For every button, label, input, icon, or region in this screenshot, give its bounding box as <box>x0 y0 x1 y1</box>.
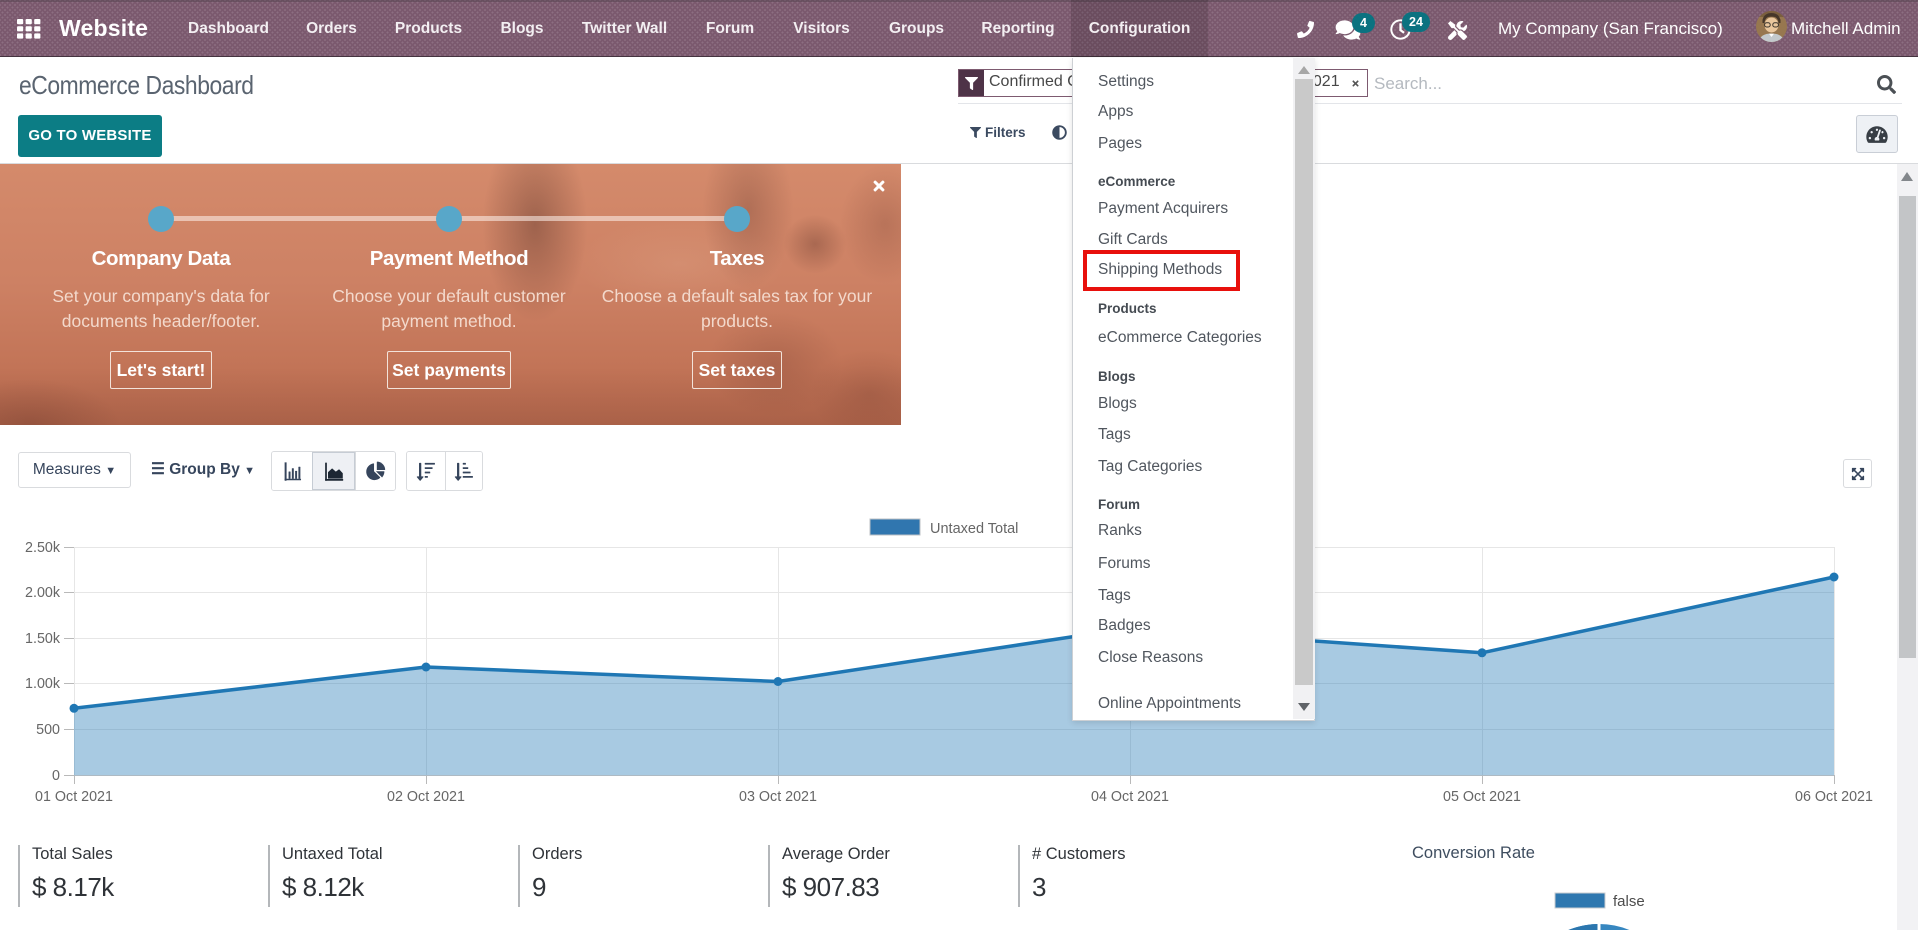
svg-text:04 Oct 2021: 04 Oct 2021 <box>1091 789 1169 805</box>
svg-text:1.00k: 1.00k <box>25 676 61 692</box>
svg-text:2.50k: 2.50k <box>25 540 61 556</box>
svg-text:1.50k: 1.50k <box>25 631 61 647</box>
svg-text:01 Oct 2021: 01 Oct 2021 <box>35 789 113 805</box>
svg-text:2.00k: 2.00k <box>25 585 61 601</box>
svg-text:05 Oct 2021: 05 Oct 2021 <box>1443 789 1521 805</box>
svg-text:false: false <box>1613 893 1645 910</box>
svg-text:03 Oct 2021: 03 Oct 2021 <box>739 789 817 805</box>
svg-text:0: 0 <box>52 768 60 784</box>
svg-text:Untaxed Total: Untaxed Total <box>930 521 1018 537</box>
svg-text:500: 500 <box>36 722 60 738</box>
svg-text:02 Oct 2021: 02 Oct 2021 <box>387 789 465 805</box>
svg-text:06 Oct 2021: 06 Oct 2021 <box>1795 789 1873 805</box>
